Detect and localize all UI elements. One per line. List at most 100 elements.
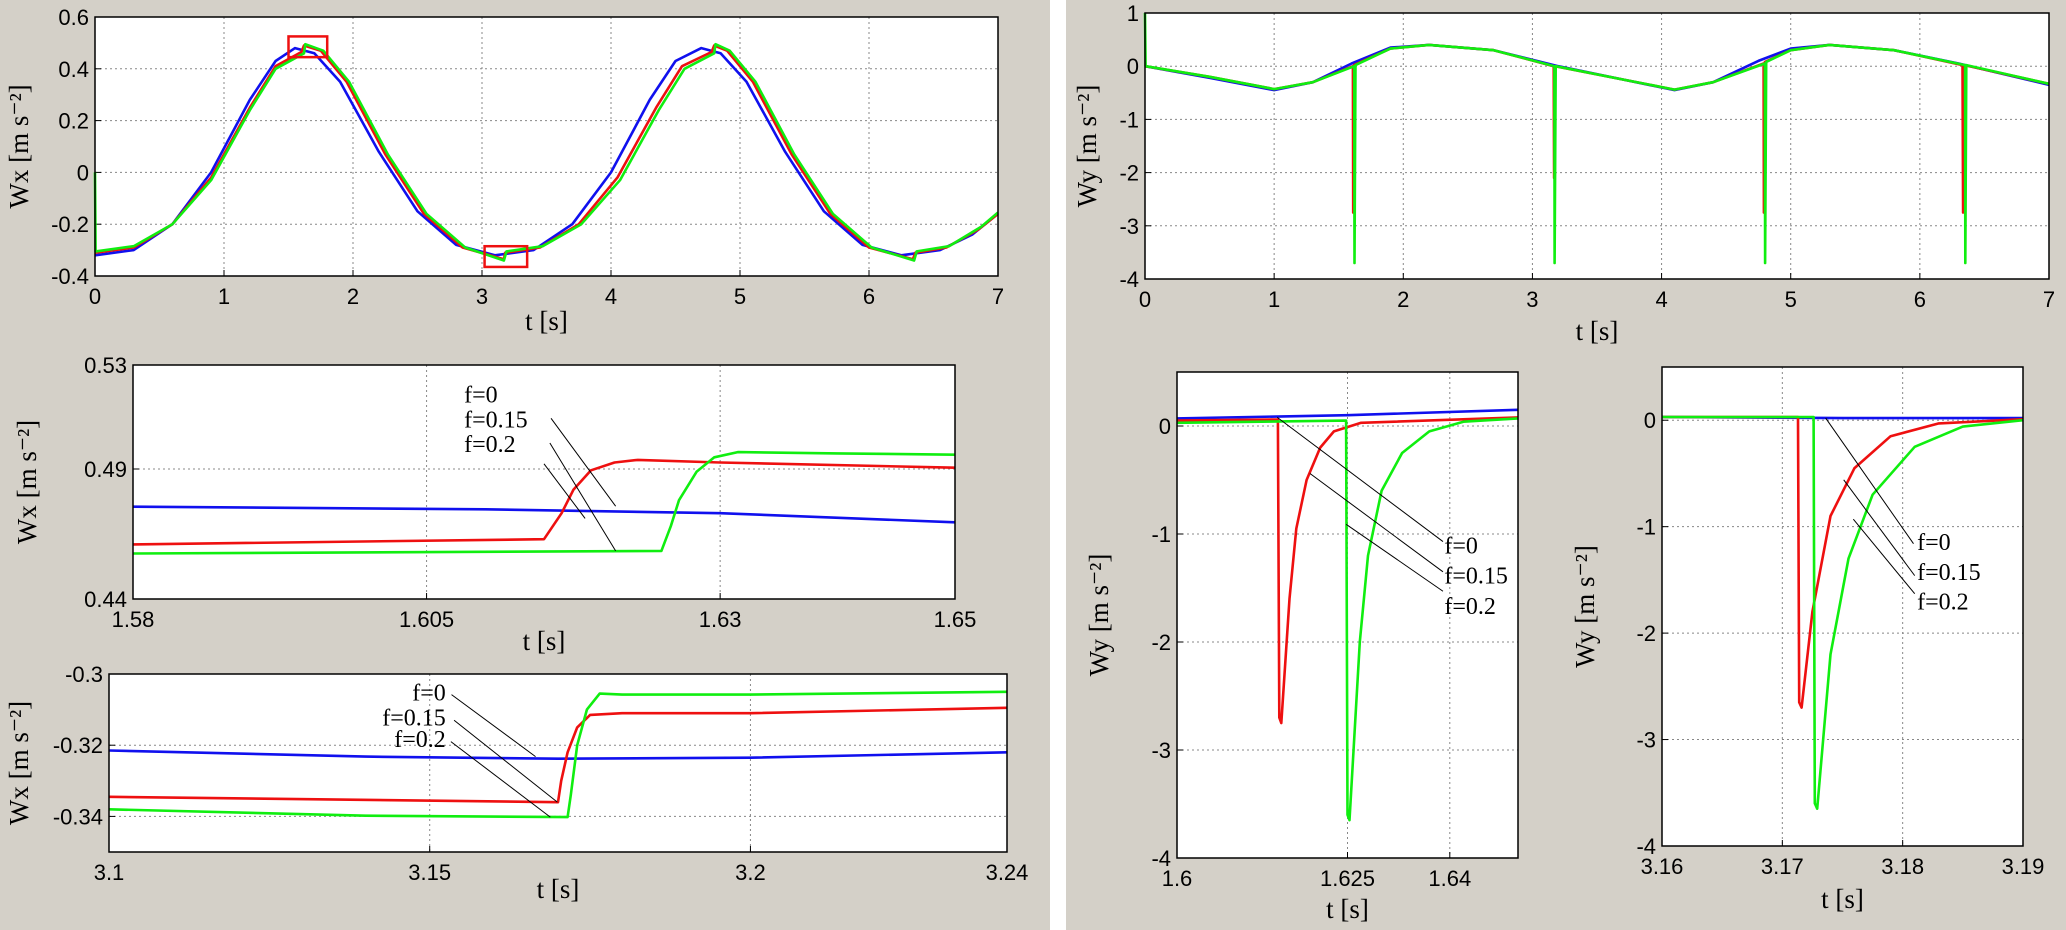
annotation-label: f=0 <box>464 383 498 409</box>
annotation-leader-line <box>451 694 536 757</box>
y-tick-label: 0.49 <box>84 457 127 482</box>
x-axis-label: t [s] <box>1326 894 1369 924</box>
y-axis-label: Wy [m s⁻²] <box>1570 545 1600 668</box>
x-tick-label: 3.17 <box>1761 854 1804 879</box>
y-tick-label: -4 <box>1151 846 1171 871</box>
y-tick-label: 0 <box>1159 414 1171 439</box>
axes-frame <box>1176 371 1519 859</box>
x-tick-label: 3.1 <box>94 860 125 885</box>
chart-4: 0 1 2 3 4 5 6 7-4-3-2-101f=0f=0.15f=0.2t [s]Wy … <box>1072 1 2055 346</box>
y-tick-label: 0 <box>77 160 89 185</box>
annotation-label: f=0 <box>1444 533 1478 559</box>
y-tick-label: -4 <box>1119 267 1139 292</box>
x-tick-label: 5 <box>1785 287 1797 312</box>
x-tick-label: 3.16 <box>1641 854 1684 879</box>
plot-area <box>109 674 1007 852</box>
y-tick-label: 0.4 <box>58 57 89 82</box>
x-tick-label: 0 <box>1139 287 1151 312</box>
y-tick-label: -1 <box>1119 107 1139 132</box>
x-tick-label: 7 <box>992 284 1004 309</box>
series-line-blue: f=0 <box>108 749 1008 761</box>
axes-frame <box>108 673 1008 853</box>
series-line-green: f=0.2 <box>93 42 999 262</box>
annotation-leader-line <box>1843 479 1916 576</box>
x-tick-label: 2 <box>1397 287 1409 312</box>
chart-6: 3.16 3.17 3.18 3.19-4-3-2-10f=0f=0.15f=0.2f… <box>1570 366 2045 914</box>
series-line-blue: f=0 <box>94 46 999 257</box>
x-tick-label: 1.65 <box>934 607 977 632</box>
x-tick-label: 3.2 <box>735 860 766 885</box>
x-tick-label: 1.58 <box>112 607 155 632</box>
x-tick-label: 1.63 <box>699 607 742 632</box>
y-axis-label: Wy [m s⁻²] <box>1072 85 1102 208</box>
x-axis-label: t [s] <box>1576 316 1619 346</box>
x-tick-label: 1.6 <box>1162 866 1193 891</box>
series-line-red: f=0.15 <box>1176 416 1519 725</box>
chart-3: 3.1 3.15 3.2 3.24-0.34-0.32-0.3f=0f=0.15f=0… <box>4 662 1028 904</box>
x-tick-label: 4 <box>1655 287 1667 312</box>
x-tick-label: 3.19 <box>2002 854 2045 879</box>
x-tick-label: 3.18 <box>1881 854 1924 879</box>
x-axis-label: t [s] <box>1821 884 1864 914</box>
annotation-label: f=0.2 <box>394 727 446 753</box>
y-tick-label: -3 <box>1636 728 1656 753</box>
x-tick-label: 1.64 <box>1428 866 1471 891</box>
y-tick-label: -0.3 <box>65 662 103 687</box>
x-tick-label: 1 <box>1268 287 1280 312</box>
annotation-label: f=0 <box>1917 530 1951 556</box>
x-tick-label: 1 <box>218 284 230 309</box>
y-axis-label: Wx [m s⁻²] <box>4 84 34 208</box>
chart-2: 1.58 1.605 1.63 1.650.440.490.53f=0f=0.15f=… <box>12 353 976 656</box>
series-line-green: f=0.2 <box>108 690 1008 819</box>
x-tick-label: 4 <box>605 284 617 309</box>
y-tick-label: -1 <box>1151 522 1171 547</box>
y-tick-label: -4 <box>1636 834 1656 859</box>
y-axis-label: Wx [m s⁻²] <box>4 701 34 825</box>
series-line-green: f=0.2 <box>132 450 956 555</box>
y-tick-label: 0.44 <box>84 587 127 612</box>
x-tick-label: 6 <box>863 284 875 309</box>
y-tick-label: -0.2 <box>51 212 89 237</box>
y-tick-label: -0.34 <box>53 804 103 829</box>
y-tick-label: -3 <box>1151 738 1171 763</box>
y-tick-label: -2 <box>1636 621 1656 646</box>
annotation-leader-line <box>1309 473 1444 573</box>
annotation-leader-line <box>1276 416 1444 542</box>
x-tick-label: 1.625 <box>1320 866 1375 891</box>
x-axis-label: t [s] <box>525 306 568 336</box>
x-tick-label: 2 <box>347 284 359 309</box>
axes-frame <box>132 364 956 600</box>
chart-1: 0 1 2 3 4 5 6 7-0.4-0.200.20.40.6f=0f=0.15f=0.2… <box>4 5 1004 336</box>
series-line-blue: f=0 <box>1176 408 1519 420</box>
annotation-leader-line <box>550 418 617 507</box>
x-tick-label: 3.15 <box>408 860 451 885</box>
annotation-label: f=0.15 <box>382 706 446 732</box>
x-tick-label: 3.24 <box>986 860 1029 885</box>
chart-5: 1.6 1.625 1.64-4-3-2-10f=0f=0.15f=0.2f=0f=… <box>1084 371 1519 924</box>
axes-frame <box>1144 12 2050 280</box>
y-tick-label: -0.4 <box>51 264 89 289</box>
y-tick-label: -3 <box>1119 214 1139 239</box>
annotation-label: f=0.15 <box>1444 564 1508 590</box>
annotation-leader-line <box>549 442 617 552</box>
axes-frame <box>94 16 999 277</box>
y-axis-label: Wy [m s⁻²] <box>1084 554 1114 677</box>
annotation-label: f=0.2 <box>1444 594 1496 620</box>
x-axis-label: t [s] <box>523 626 566 656</box>
series-line-green: f=0.2 <box>1662 415 2024 811</box>
x-tick-label: 5 <box>734 284 746 309</box>
y-tick-label: 0.53 <box>84 353 127 378</box>
y-axis-label: Wx [m s⁻²] <box>12 420 42 544</box>
series-line-green: f=0.2 <box>1176 417 1519 822</box>
x-tick-label: 6 <box>1914 287 1926 312</box>
plot-area <box>1145 13 2049 279</box>
y-tick-label: -2 <box>1119 161 1139 186</box>
y-tick-label: 0.6 <box>58 5 89 30</box>
annotation-label: f=0.2 <box>464 432 516 458</box>
series-line-red: f=0.15 <box>1662 415 2024 709</box>
annotation-label: f=0.15 <box>464 407 528 433</box>
plot-area <box>1662 367 2023 846</box>
series-line-green: f=0.2 <box>1143 12 2050 265</box>
x-tick-label: 0 <box>89 284 101 309</box>
